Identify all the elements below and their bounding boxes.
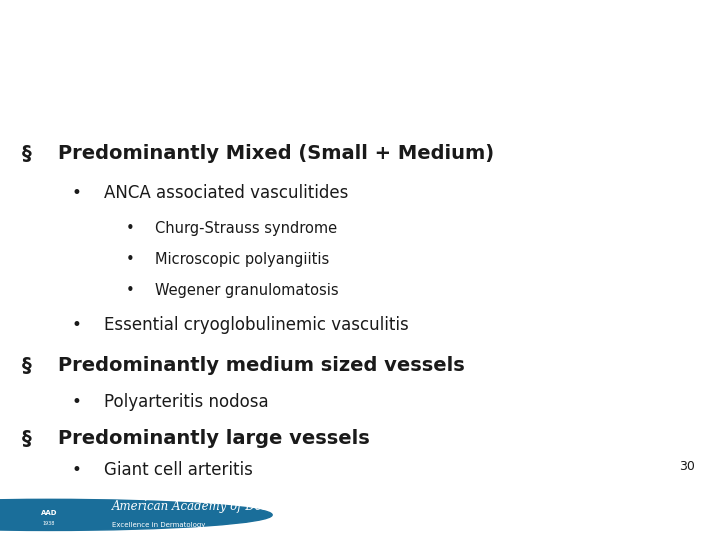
Text: •: •	[72, 316, 82, 334]
Text: ANCA associated vasculitides: ANCA associated vasculitides	[104, 184, 348, 202]
Text: •: •	[72, 184, 82, 202]
Circle shape	[0, 495, 337, 535]
Text: Predominantly Mixed (Small + Medium): Predominantly Mixed (Small + Medium)	[58, 144, 494, 163]
Text: Wegener granulomatosis: Wegener granulomatosis	[155, 283, 338, 298]
Text: •: •	[126, 252, 135, 267]
Text: •: •	[126, 221, 135, 235]
Text: §: §	[22, 144, 32, 163]
Text: American Academy of Dermatology: American Academy of Dermatology	[112, 501, 323, 514]
Text: Essential cryoglobulinemic vasculitis: Essential cryoglobulinemic vasculitis	[104, 316, 409, 334]
Text: •: •	[72, 393, 82, 411]
Text: §: §	[22, 429, 32, 448]
Text: Predominantly large vessels: Predominantly large vessels	[58, 429, 369, 448]
Text: Predominantly medium sized vessels: Predominantly medium sized vessels	[58, 356, 464, 375]
Text: •: •	[126, 283, 135, 298]
Text: Excellence in Dermatology: Excellence in Dermatology	[112, 522, 205, 528]
Circle shape	[0, 500, 272, 530]
Text: Microscopic polyangiitis: Microscopic polyangiitis	[155, 252, 329, 267]
Text: Vasculitides According to Size of the: Vasculitides According to Size of the	[102, 38, 618, 62]
Text: Churg-Strauss syndrome: Churg-Strauss syndrome	[155, 221, 337, 235]
Text: 30: 30	[679, 460, 695, 473]
Text: AAD: AAD	[41, 510, 57, 516]
Text: Takayasu arteritis: Takayasu arteritis	[104, 492, 251, 510]
Text: Copyright © 2011 American Academy of Dermatology. All rights reserved.: Copyright © 2011 American Academy of Der…	[523, 522, 706, 528]
Text: Giant cell arteritis: Giant cell arteritis	[104, 461, 253, 479]
Text: •: •	[72, 461, 82, 479]
Text: Blood Vessels: Blood Vessels	[264, 89, 456, 112]
Text: §: §	[22, 356, 32, 375]
Text: Polyarteritis nodosa: Polyarteritis nodosa	[104, 393, 269, 411]
Text: 1938: 1938	[42, 522, 55, 526]
Text: •: •	[72, 492, 82, 510]
